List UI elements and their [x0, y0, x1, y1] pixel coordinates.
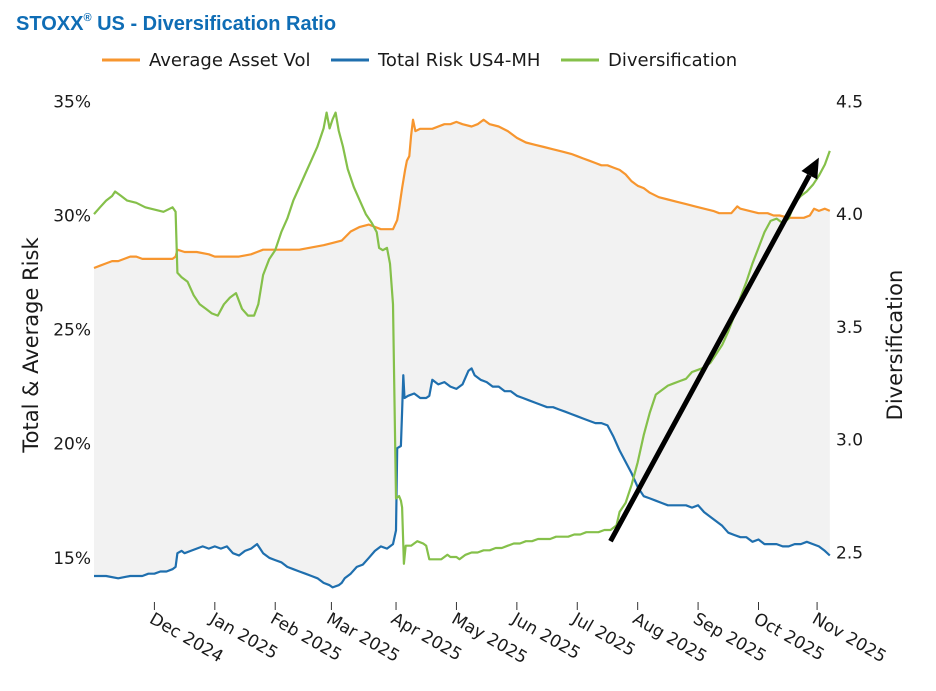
legend-label-avg-vol: Average Asset Vol [149, 50, 311, 71]
plot-area [93, 111, 831, 589]
series-line-avg-vol [93, 118, 831, 270]
y-tick-label: 15% [53, 549, 91, 569]
y2-tick-label: 2.5 [836, 544, 863, 564]
y-tick-label: 25% [53, 321, 91, 341]
legend-label-diversification: Diversification [608, 50, 737, 71]
title-main: STOXX [16, 13, 84, 35]
trend-arrow-head [801, 157, 819, 180]
y-tick-label: 20% [53, 435, 91, 455]
chart-title: STOXX® US - Diversification Ratio [16, 12, 337, 36]
legend-label-total-risk: Total Risk US4-MH [377, 50, 540, 71]
y2-axis-title: Diversification [883, 270, 907, 421]
y2-tick-label: 3.0 [836, 431, 863, 451]
y2-tick-label: 3.5 [836, 318, 863, 338]
series-line-diversification [93, 111, 831, 565]
y-axis-title: Total & Average Risk [19, 237, 43, 454]
trend-arrow-shaft [608, 174, 812, 543]
risk-band-fill [94, 119, 830, 588]
y2-tick-label: 4.5 [836, 92, 863, 112]
title-rest: US - Diversification Ratio [91, 13, 337, 35]
legend: Average Asset Vol Total Risk US4-MH Dive… [102, 50, 737, 71]
y2-tick-label: 4.0 [836, 205, 863, 225]
registered-mark: ® [83, 12, 92, 25]
y-tick-label: 30% [53, 207, 91, 227]
series-line-total-risk [94, 367, 831, 589]
y-tick-label: 35% [53, 92, 91, 112]
